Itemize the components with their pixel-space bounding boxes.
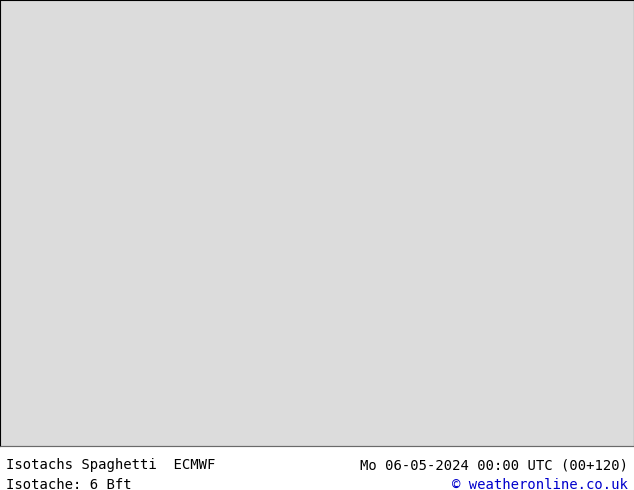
Text: Isotache: 6 Bft: Isotache: 6 Bft	[6, 478, 132, 490]
Text: Isotachs Spaghetti  ECMWF: Isotachs Spaghetti ECMWF	[6, 458, 216, 472]
Text: © weatheronline.co.uk: © weatheronline.co.uk	[452, 478, 628, 490]
Text: Mo 06-05-2024 00:00 UTC (00+120): Mo 06-05-2024 00:00 UTC (00+120)	[359, 458, 628, 472]
